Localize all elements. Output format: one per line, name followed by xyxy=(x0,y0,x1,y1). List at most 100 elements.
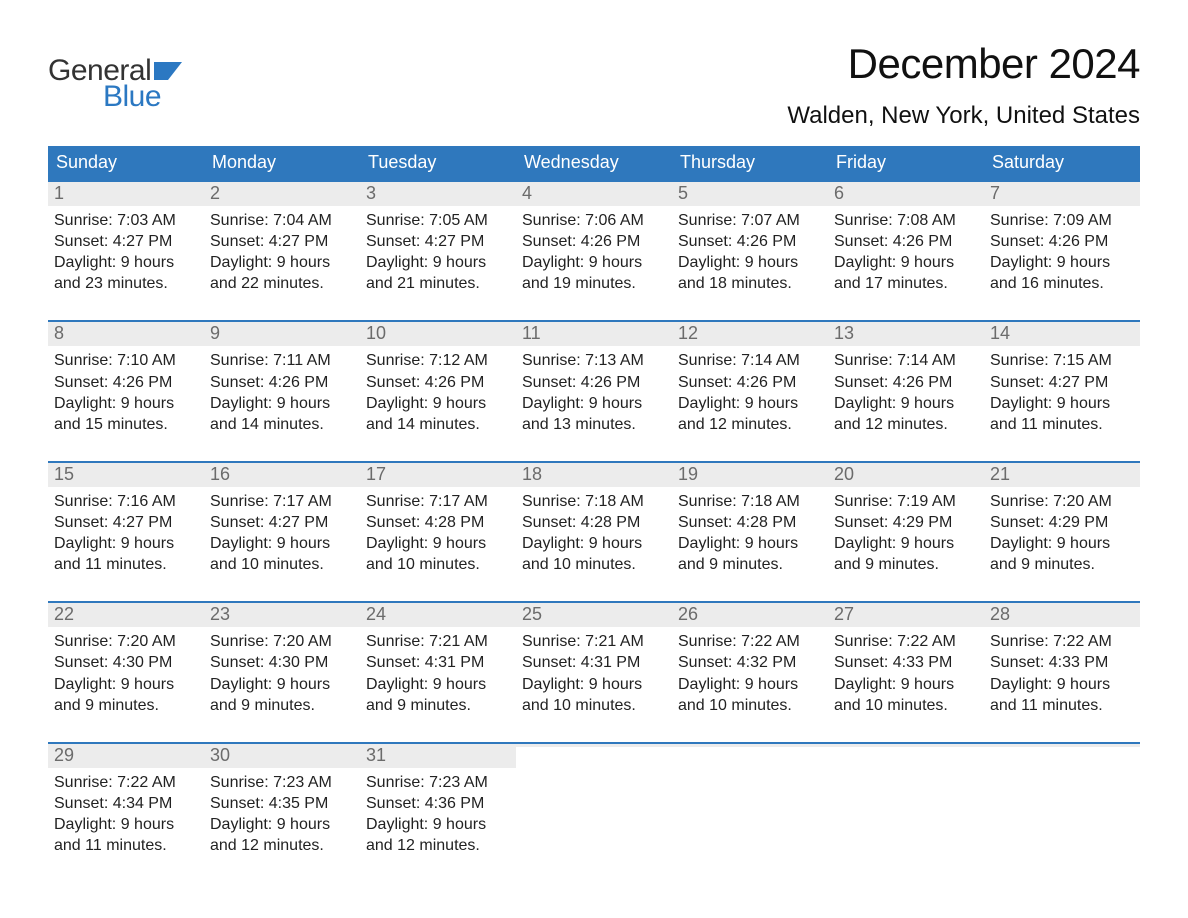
sunrise-value: 7:03 AM xyxy=(117,212,176,229)
daylight-label: Daylight: xyxy=(54,816,116,833)
sunset-line: Sunset: 4:28 PM xyxy=(366,512,510,533)
day-body: Sunrise: 7:12 AMSunset: 4:26 PMDaylight:… xyxy=(360,346,516,438)
daylight-line-1: Daylight: 9 hours xyxy=(366,252,510,273)
sunrise-value: 7:22 AM xyxy=(897,633,956,650)
sunset-label: Sunset: xyxy=(210,374,264,391)
daylight-line-2: and 9 minutes. xyxy=(54,695,198,716)
calendar-day: 16Sunrise: 7:17 AMSunset: 4:27 PMDayligh… xyxy=(204,463,360,579)
day-number: 3 xyxy=(360,182,516,206)
sunrise-label: Sunrise: xyxy=(210,212,269,229)
day-number: 24 xyxy=(360,603,516,627)
day-number-row: 24 xyxy=(360,603,516,627)
sunrise-line: Sunrise: 7:18 AM xyxy=(522,491,666,512)
daylight-value-1: 9 hours xyxy=(433,676,486,693)
calendar-day: 22Sunrise: 7:20 AMSunset: 4:30 PMDayligh… xyxy=(48,603,204,719)
daylight-value-1: 9 hours xyxy=(589,535,642,552)
daylight-line-2: and 12 minutes. xyxy=(210,835,354,856)
daylight-line-2: and 10 minutes. xyxy=(366,554,510,575)
sunrise-value: 7:21 AM xyxy=(585,633,644,650)
daylight-line-1: Daylight: 9 hours xyxy=(210,814,354,835)
day-number: 19 xyxy=(672,463,828,487)
sunrise-line: Sunrise: 7:22 AM xyxy=(678,631,822,652)
sunrise-value: 7:05 AM xyxy=(429,212,488,229)
day-body: Sunrise: 7:03 AMSunset: 4:27 PMDaylight:… xyxy=(48,206,204,298)
daylight-line-2: and 23 minutes. xyxy=(54,273,198,294)
calendar-day: 6Sunrise: 7:08 AMSunset: 4:26 PMDaylight… xyxy=(828,182,984,298)
sunrise-label: Sunrise: xyxy=(990,493,1049,510)
sunrise-label: Sunrise: xyxy=(366,352,425,369)
daylight-line-2: and 12 minutes. xyxy=(834,414,978,435)
day-number-row: 5 xyxy=(672,182,828,206)
sunset-line: Sunset: 4:30 PM xyxy=(210,652,354,673)
day-number-row: 1 xyxy=(48,182,204,206)
day-number-row: 31 xyxy=(360,744,516,768)
day-body: Sunrise: 7:08 AMSunset: 4:26 PMDaylight:… xyxy=(828,206,984,298)
sunrise-label: Sunrise: xyxy=(522,493,581,510)
sunset-line: Sunset: 4:32 PM xyxy=(678,652,822,673)
sunrise-value: 7:20 AM xyxy=(1053,493,1112,510)
calendar-day xyxy=(672,744,828,860)
sunrise-label: Sunrise: xyxy=(678,633,737,650)
day-body: Sunrise: 7:23 AMSunset: 4:36 PMDaylight:… xyxy=(360,768,516,860)
daylight-line-2: and 14 minutes. xyxy=(366,414,510,435)
daylight-label: Daylight: xyxy=(366,816,428,833)
daylight-line-2: and 10 minutes. xyxy=(522,554,666,575)
sunrise-line: Sunrise: 7:21 AM xyxy=(522,631,666,652)
sunrise-value: 7:08 AM xyxy=(897,212,956,229)
day-number-row: 9 xyxy=(204,322,360,346)
calendar-day: 2Sunrise: 7:04 AMSunset: 4:27 PMDaylight… xyxy=(204,182,360,298)
day-body: Sunrise: 7:14 AMSunset: 4:26 PMDaylight:… xyxy=(828,346,984,438)
day-number-row: 2 xyxy=(204,182,360,206)
sunset-value: 4:35 PM xyxy=(269,795,329,812)
sunset-line: Sunset: 4:29 PM xyxy=(834,512,978,533)
sunset-line: Sunset: 4:27 PM xyxy=(210,231,354,252)
daylight-value-1: 9 hours xyxy=(121,535,174,552)
sunset-line: Sunset: 4:29 PM xyxy=(990,512,1134,533)
sunrise-label: Sunrise: xyxy=(834,352,893,369)
sunset-value: 4:33 PM xyxy=(1049,654,1109,671)
sunrise-label: Sunrise: xyxy=(522,633,581,650)
sunrise-label: Sunrise: xyxy=(366,493,425,510)
daylight-value-1: 9 hours xyxy=(745,254,798,271)
sunrise-value: 7:23 AM xyxy=(273,774,332,791)
sunrise-label: Sunrise: xyxy=(678,352,737,369)
daylight-line-1: Daylight: 9 hours xyxy=(210,533,354,554)
daylight-line-1: Daylight: 9 hours xyxy=(210,674,354,695)
sunrise-label: Sunrise: xyxy=(54,633,113,650)
sunset-value: 4:34 PM xyxy=(113,795,173,812)
sunrise-line: Sunrise: 7:12 AM xyxy=(366,350,510,371)
daylight-label: Daylight: xyxy=(834,395,896,412)
daylight-line-2: and 19 minutes. xyxy=(522,273,666,294)
sunrise-value: 7:20 AM xyxy=(273,633,332,650)
sunset-label: Sunset: xyxy=(834,374,888,391)
daylight-label: Daylight: xyxy=(678,676,740,693)
day-body: Sunrise: 7:05 AMSunset: 4:27 PMDaylight:… xyxy=(360,206,516,298)
sunrise-line: Sunrise: 7:09 AM xyxy=(990,210,1134,231)
daylight-value-1: 9 hours xyxy=(277,535,330,552)
calendar-day: 18Sunrise: 7:18 AMSunset: 4:28 PMDayligh… xyxy=(516,463,672,579)
sunset-value: 4:30 PM xyxy=(269,654,329,671)
daylight-value-1: 9 hours xyxy=(901,676,954,693)
day-number-row: 21 xyxy=(984,463,1140,487)
sunset-value: 4:28 PM xyxy=(425,514,485,531)
location-text: Walden, New York, United States xyxy=(787,102,1140,130)
day-body: Sunrise: 7:20 AMSunset: 4:29 PMDaylight:… xyxy=(984,487,1140,579)
sunset-line: Sunset: 4:33 PM xyxy=(834,652,978,673)
sunrise-label: Sunrise: xyxy=(210,493,269,510)
sunrise-label: Sunrise: xyxy=(834,212,893,229)
sunrise-line: Sunrise: 7:03 AM xyxy=(54,210,198,231)
daylight-line-2: and 9 minutes. xyxy=(990,554,1134,575)
day-number-row: 22 xyxy=(48,603,204,627)
sunrise-value: 7:07 AM xyxy=(741,212,800,229)
day-number: 5 xyxy=(672,182,828,206)
daylight-line-1: Daylight: 9 hours xyxy=(678,533,822,554)
daylight-line-2: and 10 minutes. xyxy=(210,554,354,575)
sunrise-line: Sunrise: 7:10 AM xyxy=(54,350,198,371)
day-body: Sunrise: 7:23 AMSunset: 4:35 PMDaylight:… xyxy=(204,768,360,860)
sunset-value: 4:26 PM xyxy=(269,374,329,391)
daylight-line-1: Daylight: 9 hours xyxy=(990,674,1134,695)
sunset-value: 4:27 PM xyxy=(269,233,329,250)
week-row: 15Sunrise: 7:16 AMSunset: 4:27 PMDayligh… xyxy=(48,461,1140,579)
sunrise-line: Sunrise: 7:22 AM xyxy=(834,631,978,652)
sunrise-line: Sunrise: 7:23 AM xyxy=(366,772,510,793)
